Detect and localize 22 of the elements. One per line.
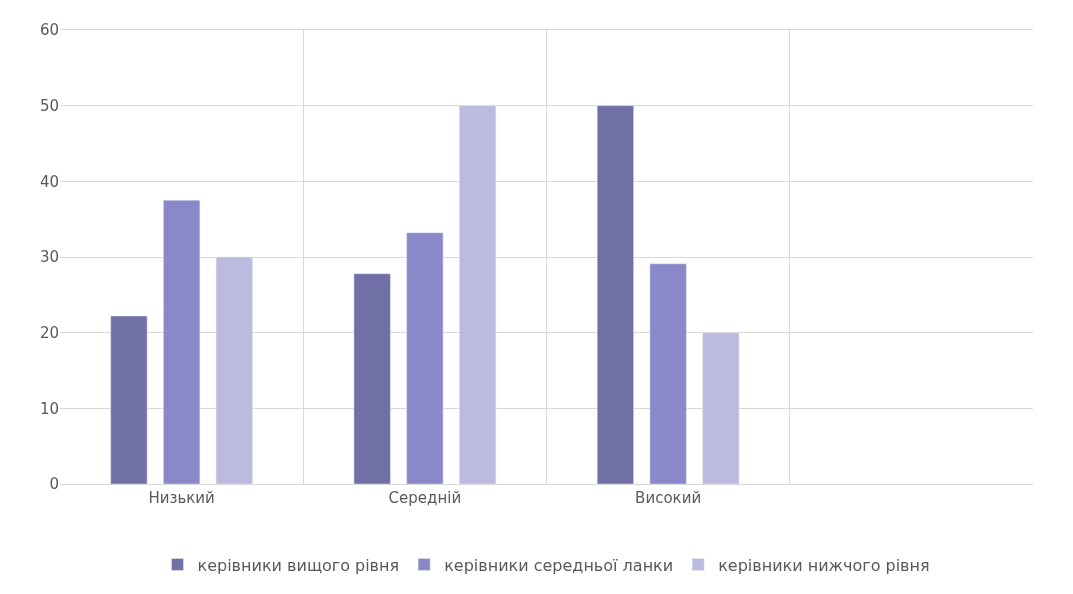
y-tick-label: 30: [39, 248, 59, 267]
legend-label: керівники середньої ланки: [444, 555, 674, 575]
y-tick-label: 50: [39, 96, 59, 115]
x-tick-label: Низький: [148, 489, 215, 507]
y-tick-label: 40: [39, 172, 59, 191]
bar: [353, 273, 391, 484]
legend-label: керівники вищого рівня: [197, 555, 400, 575]
y-tick-label: 0: [49, 475, 59, 494]
x-tick-label: Високий: [635, 489, 702, 507]
y-tick-label: 60: [39, 21, 59, 40]
bar: [596, 105, 634, 484]
bar: [163, 200, 201, 484]
bar: [406, 232, 444, 484]
bar: [459, 105, 497, 484]
bar: [702, 332, 740, 484]
y-tick-label: 20: [39, 323, 59, 342]
x-tick-label: Середній: [388, 489, 462, 507]
legend-label: керівники нижчого рівня: [718, 555, 930, 575]
bar: [215, 256, 253, 484]
bar: [649, 263, 687, 484]
bar: [110, 315, 148, 484]
y-tick-label: 10: [39, 399, 59, 418]
